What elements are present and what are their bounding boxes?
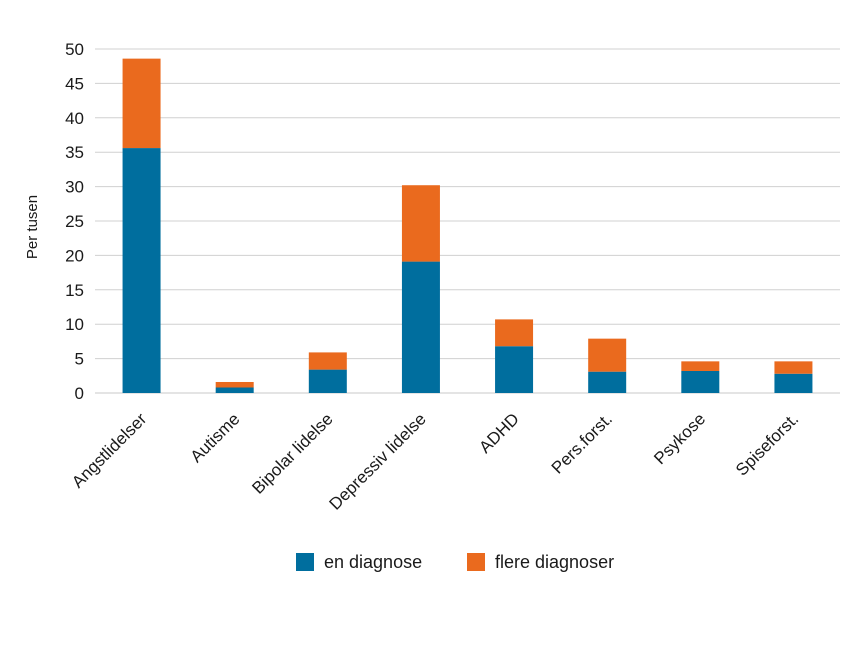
- legend-label: en diagnose: [324, 552, 422, 572]
- legend-swatch: [296, 553, 314, 571]
- bar-segment-flere-diagnoser: [308, 352, 347, 370]
- x-category-label: Bipolar lidelse: [248, 409, 336, 497]
- bar-segment-flere-diagnoser: [495, 319, 534, 347]
- y-axis-title: Per tusen: [24, 195, 41, 259]
- bar-segment-flere-diagnoser: [681, 361, 720, 371]
- legend-label: flere diagnoser: [495, 552, 614, 572]
- y-tick-label: 0: [75, 384, 84, 403]
- bar-segment-en-diagnose: [308, 369, 347, 393]
- bar-segment-en-diagnose: [122, 148, 161, 393]
- bar-segment-en-diagnose: [681, 370, 720, 393]
- x-category-label: Autisme: [187, 409, 244, 466]
- x-category-label: Angstlidelser: [68, 409, 150, 491]
- bar-segment-flere-diagnoser: [588, 338, 627, 372]
- x-category-label: Spiseforst.: [732, 409, 802, 479]
- gridlines: [95, 48, 840, 394]
- legend: en diagnose flere diagnoser: [296, 552, 614, 572]
- x-category-label: Pers.forst.: [548, 409, 616, 477]
- bar-segment-flere-diagnoser: [215, 381, 254, 388]
- legend-swatch: [467, 553, 485, 571]
- y-tick-label: 5: [75, 350, 84, 369]
- y-tick-label: 40: [65, 109, 84, 128]
- bar-segment-en-diagnose: [774, 373, 813, 393]
- bar-segment-en-diagnose: [588, 371, 627, 393]
- x-category-label: Psykose: [650, 409, 709, 468]
- bar-segment-en-diagnose: [495, 346, 534, 393]
- x-category-label: Depressiv lidelse: [325, 409, 429, 513]
- x-category-label: ADHD: [475, 409, 522, 456]
- y-tick-label: 45: [65, 74, 84, 93]
- y-tick-labels: 0 5 10 15 20 25 30 35 40 45 50: [65, 40, 84, 403]
- y-tick-label: 15: [65, 281, 84, 300]
- bar-segment-flere-diagnoser: [401, 185, 440, 262]
- x-category-labels: Angstlidelser Autisme Bipolar lidelseDepre…: [68, 409, 802, 514]
- y-tick-label: 50: [65, 40, 84, 59]
- y-tick-label: 35: [65, 143, 84, 162]
- y-tick-label: 30: [65, 178, 84, 197]
- y-tick-label: 20: [65, 246, 84, 265]
- bars: [122, 58, 813, 393]
- bar-segment-en-diagnose: [401, 261, 440, 393]
- y-tick-label: 10: [65, 315, 84, 334]
- bar-segment-flere-diagnoser: [774, 361, 813, 374]
- bar-segment-en-diagnose: [215, 387, 254, 393]
- bar-segment-flere-diagnoser: [122, 58, 161, 149]
- y-tick-label: 25: [65, 212, 84, 231]
